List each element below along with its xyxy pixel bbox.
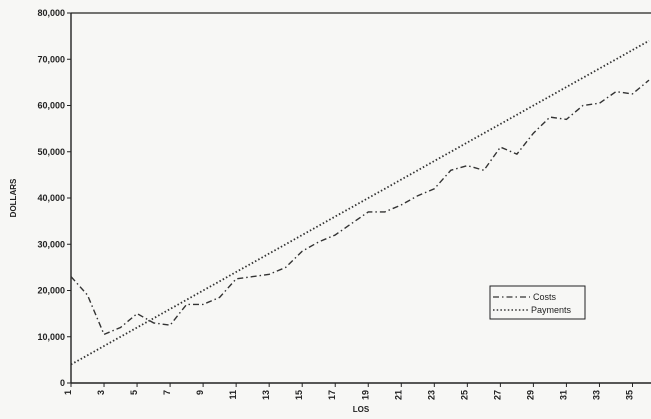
- x-tick-label: 19: [360, 390, 370, 400]
- x-tick-label: 33: [591, 390, 601, 400]
- y-axis-title: DOLLARS: [9, 178, 18, 217]
- x-tick-label: 25: [459, 390, 469, 400]
- x-axis-title: LOS: [353, 405, 370, 414]
- y-tick-label: 70,000: [37, 54, 65, 64]
- x-tick-label: 5: [129, 390, 139, 395]
- y-tick-label: 0: [60, 378, 65, 388]
- x-tick-label: 29: [525, 390, 535, 400]
- x-tick-label: 13: [261, 390, 271, 400]
- y-tick-label: 30,000: [37, 239, 65, 249]
- y-tick-label: 60,000: [37, 101, 65, 111]
- x-tick-label: 7: [162, 390, 172, 395]
- x-tick-label: 35: [624, 390, 634, 400]
- y-tick-label: 80,000: [37, 8, 65, 18]
- x-tick-label: 9: [195, 390, 205, 395]
- y-tick-label: 20,000: [37, 286, 65, 296]
- series-line-payments: [70, 40, 650, 366]
- x-tick-label: 23: [426, 390, 436, 400]
- x-ticks: 1 3 5 7 9 11 13 15 17 19 21 23 25 27 29 31 33 35: [63, 383, 634, 400]
- legend-costs-label: Costs: [533, 292, 557, 302]
- x-tick-label: 17: [327, 390, 337, 400]
- y-tick-label: 40,000: [37, 193, 65, 203]
- series-layer: [70, 40, 650, 366]
- x-tick-label: 31: [558, 390, 568, 400]
- legend: Costs Payments: [489, 285, 586, 320]
- legend-payments-label: Payments: [531, 305, 572, 315]
- plot-area: [70, 12, 651, 384]
- x-tick-label: 1: [63, 390, 73, 395]
- x-tick-label: 21: [393, 390, 403, 400]
- x-tick-label: 3: [96, 390, 106, 395]
- x-tick-label: 15: [294, 390, 304, 400]
- x-tick-label: 27: [492, 390, 502, 400]
- y-tick-label: 50,000: [37, 147, 65, 157]
- y-ticks: 0 10,000 20,000 30,000 40,000 50,000 60,000 70,…: [37, 8, 71, 388]
- x-tick-label: 11: [228, 390, 238, 400]
- legend-box: [489, 285, 586, 320]
- y-tick-label: 10,000: [37, 332, 65, 342]
- series-line-costs: [70, 79, 650, 336]
